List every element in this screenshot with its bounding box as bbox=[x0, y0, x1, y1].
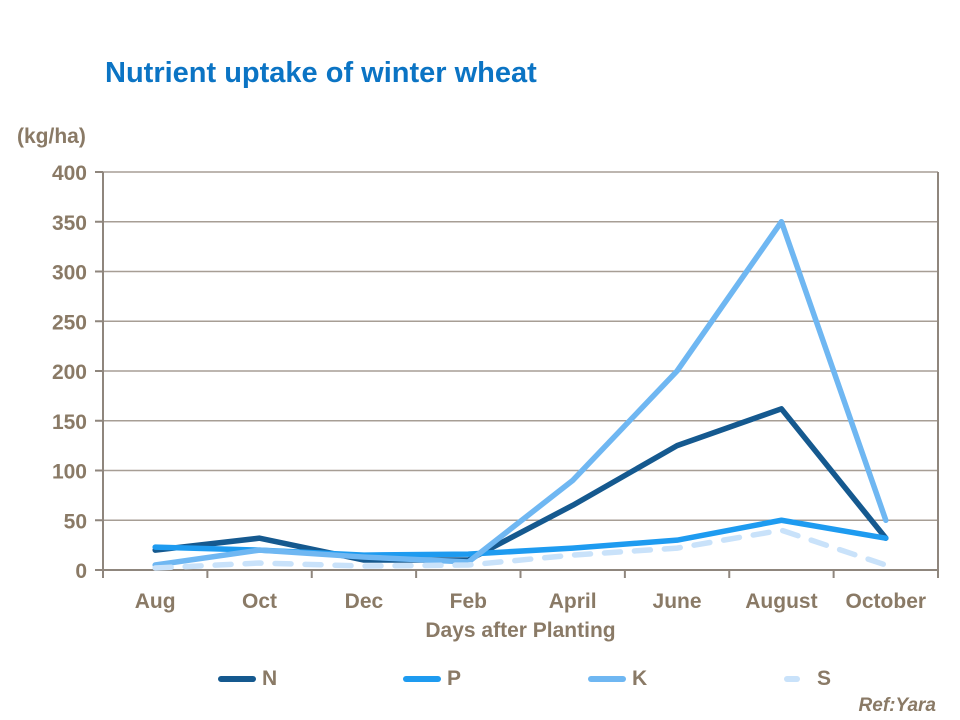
legend-label-N: N bbox=[262, 667, 278, 690]
x-tick-label: June bbox=[653, 590, 702, 613]
y-tick-label: 150 bbox=[52, 411, 87, 434]
legend-item-N: N bbox=[218, 666, 277, 692]
y-tick-label: 350 bbox=[52, 212, 87, 235]
x-tick-label: October bbox=[846, 590, 927, 613]
y-tick-label: 50 bbox=[64, 510, 87, 533]
x-axis-title: Days after Planting bbox=[425, 619, 616, 642]
x-tick-label: April bbox=[549, 590, 597, 613]
x-tick-label: Aug bbox=[135, 590, 176, 613]
y-tick-label: 400 bbox=[52, 162, 87, 185]
series-line-S bbox=[152, 527, 889, 571]
legend-swatch-box bbox=[403, 666, 441, 692]
legend-swatch-box bbox=[218, 666, 256, 692]
series-line-N bbox=[152, 406, 889, 563]
legend-line-swatch-S bbox=[784, 676, 800, 682]
series-line-K bbox=[152, 219, 889, 568]
legend-label-P: P bbox=[447, 667, 462, 690]
x-tick-label: Dec bbox=[345, 590, 384, 613]
legend-label-S: S bbox=[817, 667, 832, 690]
reference-label: Ref:Yara bbox=[858, 695, 936, 716]
y-tick-label: 100 bbox=[52, 461, 87, 484]
y-tick-label: 300 bbox=[52, 262, 87, 285]
y-tick-label: 0 bbox=[75, 560, 87, 583]
legend-item-P: P bbox=[403, 666, 461, 692]
x-tick-label: August bbox=[745, 590, 817, 613]
legend-swatch-box bbox=[773, 666, 811, 692]
y-axis-unit-label: (kg/ha) bbox=[17, 125, 86, 148]
chart-title: Nutrient uptake of winter wheat bbox=[105, 57, 537, 89]
legend-item-K: K bbox=[588, 666, 647, 692]
legend-label-K: K bbox=[632, 667, 648, 690]
legend-line-swatch-N bbox=[218, 676, 256, 682]
y-tick-label: 200 bbox=[52, 361, 87, 384]
x-tick-label: Oct bbox=[242, 590, 277, 613]
legend-item-S: S bbox=[773, 666, 831, 692]
legend-line-swatch-K bbox=[588, 676, 626, 682]
legend-swatch-box bbox=[588, 666, 626, 692]
legend-line-swatch-P bbox=[403, 676, 441, 682]
y-tick-label: 250 bbox=[52, 311, 87, 334]
x-tick-label: Feb bbox=[450, 590, 487, 613]
